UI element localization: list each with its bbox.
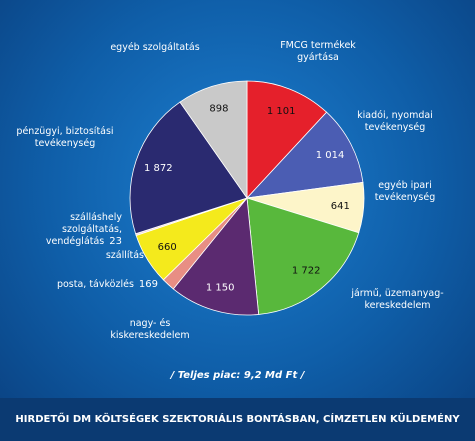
slice <box>245 111 364 199</box>
subtitle: / Teljes piac: 9,2 Md Ft / <box>170 370 305 381</box>
category-text: jármű, üzemanyag-kereskedelem <box>351 288 444 311</box>
category-label: szálláshely szolgáltatás, vendéglátás 23 <box>10 212 122 248</box>
title-band <box>0 398 475 441</box>
category-label: pénzügyi, biztosítási tevékenység <box>5 126 125 150</box>
value-label: 1 014 <box>316 150 345 161</box>
value-label: 169 <box>138 279 158 290</box>
value-label: 1 101 <box>267 106 296 117</box>
value-label: 1 150 <box>206 283 235 294</box>
category-text: posta, távközlés <box>56 279 134 290</box>
value-label: 641 <box>331 201 350 212</box>
value-label: 898 <box>209 104 228 115</box>
slice <box>129 101 248 235</box>
value-label: 1 722 <box>292 266 321 277</box>
category-label: kiadói, nyomdai tevékenység <box>345 110 445 134</box>
category-label: posta, távközlés 169 <box>30 279 158 291</box>
category-text: egyéb ipari tevékenység <box>374 180 436 203</box>
category-label: szállítás <box>40 250 144 262</box>
category-label: jármű, üzemanyag-kereskedelem <box>340 288 455 312</box>
category-label: FMCG termékek gyártása <box>263 40 373 64</box>
category-label: egyéb szolgáltatás <box>95 42 215 54</box>
category-label: nagy- és kiskereskedelem <box>95 318 205 342</box>
chart-title: HIRDETŐI DM KÖLTSÉGEK SZEKTORIÁLIS BONTÁ… <box>15 414 460 425</box>
slice <box>179 80 248 200</box>
slice <box>172 196 260 316</box>
category-text: nagy- és kiskereskedelem <box>110 318 190 341</box>
category-text: szállítás <box>105 250 144 261</box>
value-label: 23 <box>109 236 122 247</box>
value-label: 660 <box>158 242 177 253</box>
category-text: kiadói, nyomdai tevékenység <box>357 110 433 133</box>
category-text: FMCG termékek gyártása <box>280 40 356 63</box>
category-text: pénzügyi, biztosítási tevékenység <box>16 126 114 149</box>
category-label: egyéb ipari tevékenység <box>355 180 455 204</box>
slice <box>246 80 328 200</box>
category-text: szálláshely szolgáltatás, vendéglátás <box>45 212 122 247</box>
value-label: 1 872 <box>144 163 173 174</box>
category-text: egyéb szolgáltatás <box>110 42 200 53</box>
slice <box>246 197 360 315</box>
